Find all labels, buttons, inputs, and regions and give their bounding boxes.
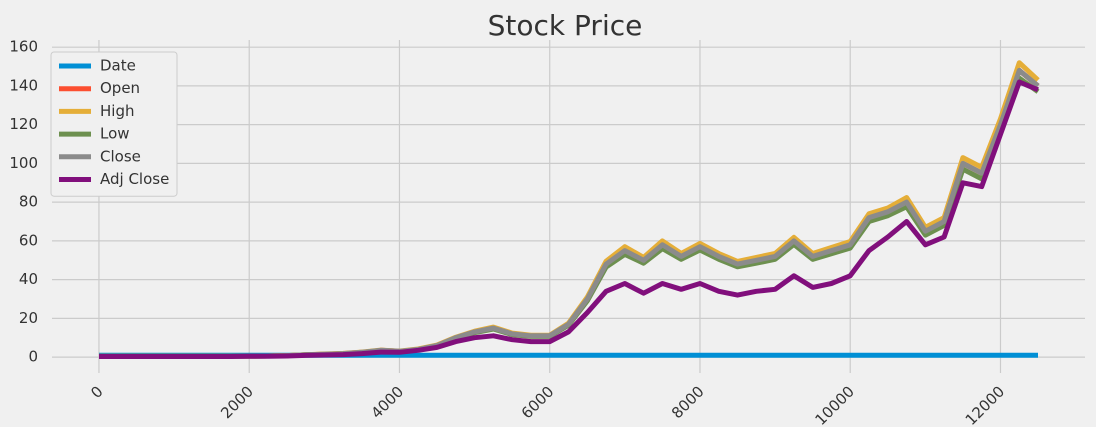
legend-label: Low (100, 125, 130, 143)
legend-label: Close (100, 147, 141, 165)
legend-label: Date (100, 57, 136, 75)
y-tick-label: 140 (9, 76, 38, 94)
legend-label: High (100, 102, 134, 120)
y-tick-label: 60 (19, 231, 38, 249)
y-tick-label: 160 (9, 38, 38, 56)
y-tick-label: 80 (19, 193, 38, 211)
y-tick-label: 0 (28, 348, 38, 366)
y-tick-label: 20 (19, 309, 38, 327)
plot-area (99, 60, 1040, 359)
y-tick-label: 120 (9, 115, 38, 133)
chart-title: Stock Price (488, 9, 643, 42)
series-line (99, 79, 1039, 359)
legend: Date Open High Low Close Adj Close (50, 51, 178, 197)
y-tick-label: 40 (19, 270, 38, 288)
y-tick-label: 100 (9, 154, 38, 172)
legend-label: Open (100, 79, 140, 97)
legend-label: Adj Close (100, 170, 169, 188)
